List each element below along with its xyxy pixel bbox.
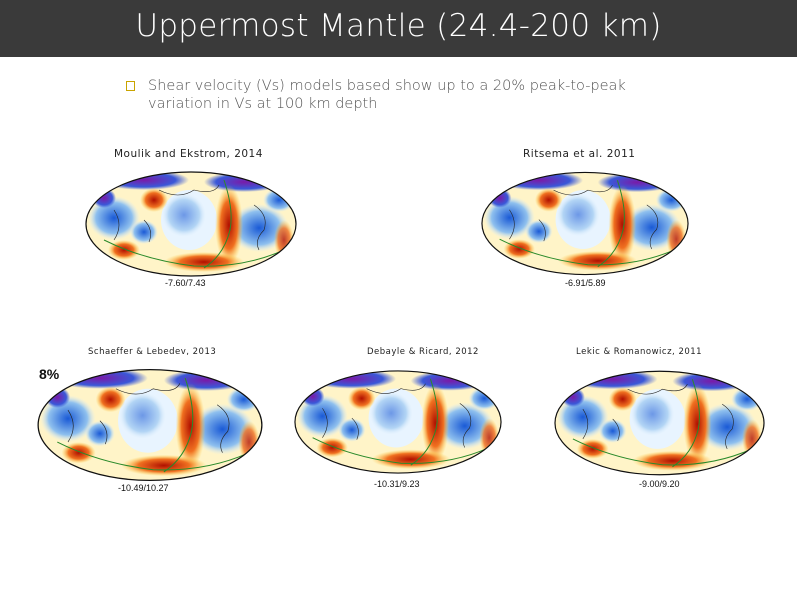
map-range-moulik: -7.60/7.43 — [165, 278, 206, 288]
map-label-moulik: Moulik and Ekstrom, 2014 — [114, 148, 263, 160]
map-range-ritsema: -6.91/5.89 — [565, 278, 606, 288]
map-label-schaeffer: Schaeffer & Lebedev, 2013 — [88, 347, 217, 357]
scale-label: 8% — [39, 366, 60, 382]
map-range-lekic: -9.00/9.20 — [639, 479, 680, 489]
map-label-ritsema: Ritsema et al. 2011 — [523, 148, 636, 160]
tomography-map-schaeffer — [36, 367, 264, 483]
map-range-debayle: -10.31/9.23 — [374, 479, 420, 489]
map-range-schaeffer: -10.49/10.27 — [118, 483, 169, 493]
tomography-map-ritsema — [480, 170, 690, 277]
map-label-debayle: Debayle & Ricard, 2012 — [367, 347, 479, 357]
tomography-map-moulik — [84, 170, 298, 278]
bullet-icon — [126, 81, 135, 91]
bullet-text: Shear velocity (Vs) models based show up… — [148, 78, 626, 112]
tomography-map-debayle — [293, 367, 503, 477]
slide-title: Uppermost Mantle (24.4-200 km) — [135, 8, 662, 44]
map-label-lekic: Lekic & Romanowicz, 2011 — [576, 347, 703, 357]
tomography-map-lekic — [553, 367, 766, 479]
title-bar: Uppermost Mantle (24.4-200 km) — [0, 0, 797, 57]
